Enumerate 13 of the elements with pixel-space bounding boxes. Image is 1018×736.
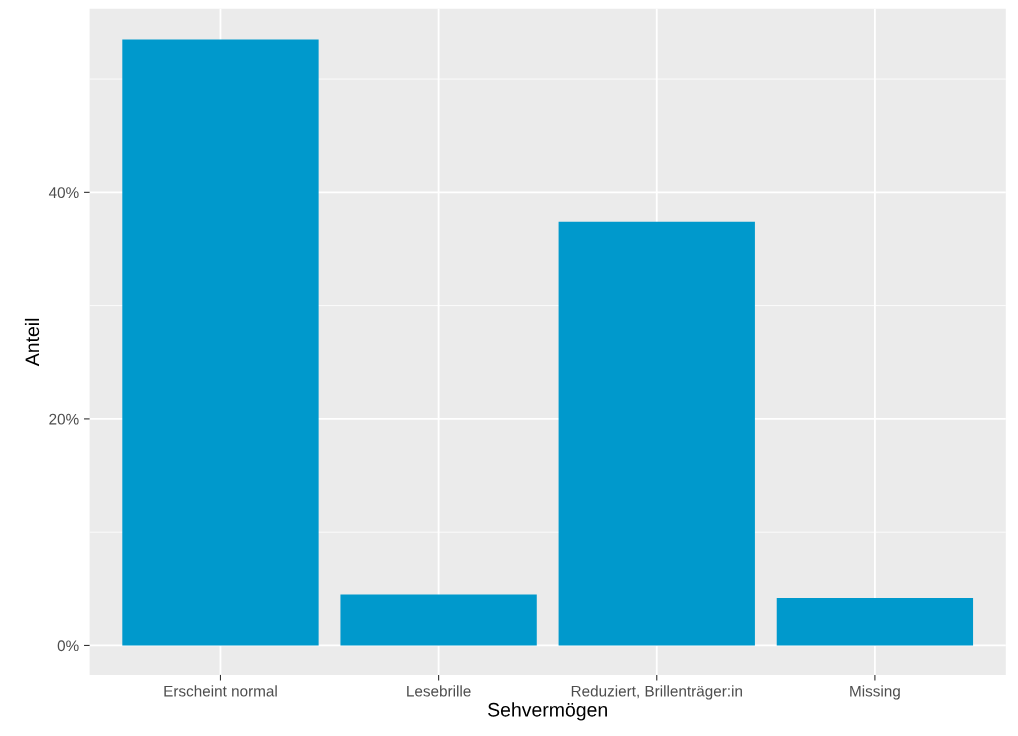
- x-axis-title: Sehvermögen: [488, 702, 607, 721]
- x-tick-label: Reduziert, Brillenträger:in: [571, 685, 742, 700]
- x-tick-label: Erscheint normal: [164, 685, 277, 697]
- y-tick-label: 40%: [48, 187, 79, 199]
- x-tick-label: Missing: [850, 685, 900, 700]
- y-tick-label: 20%: [49, 413, 79, 425]
- x-tick-label: Lesebrille: [407, 685, 471, 697]
- bar: [340, 594, 537, 646]
- y-axis-title: Anteil: [24, 318, 40, 367]
- bar: [122, 39, 319, 646]
- bar: [776, 597, 974, 646]
- bar: [558, 221, 755, 646]
- y-tick-label: 0%: [57, 640, 79, 652]
